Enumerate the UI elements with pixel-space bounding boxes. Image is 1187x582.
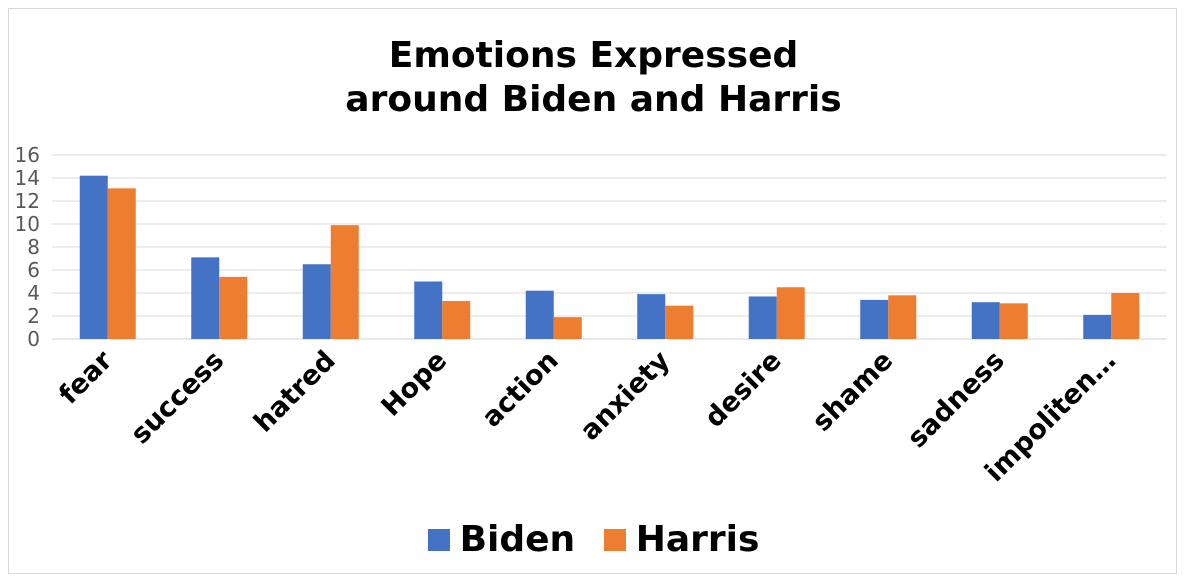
bar-biden (748, 296, 777, 339)
x-tick-label: success (125, 345, 230, 450)
legend-label-biden: Biden (459, 519, 576, 560)
bar-biden (79, 175, 108, 339)
bar-biden (971, 302, 1000, 339)
bar-biden (637, 294, 666, 339)
chart-title: Emotions Expressed around Biden and Harr… (0, 34, 1187, 122)
bar-harris (888, 295, 917, 339)
bar-harris (776, 287, 805, 339)
x-axis-ticks: fear success hatred Hope action anxiety desire… (53, 345, 1122, 488)
y-tick-label: 12 (15, 189, 40, 213)
y-tick-label: 2 (27, 304, 40, 328)
legend: Biden Harris (0, 518, 1187, 562)
legend-swatch-harris (603, 529, 626, 551)
bar-biden (1083, 314, 1112, 339)
bar-biden (191, 257, 220, 339)
y-tick-label: 0 (27, 327, 40, 351)
x-tick-label: sadness (902, 345, 1011, 454)
bar-harris (665, 305, 694, 339)
x-tick-label: anxiety (574, 345, 676, 447)
bar-harris (1111, 293, 1140, 339)
x-tick-label: Hope (376, 345, 454, 423)
y-tick-label: 16 (15, 143, 40, 167)
bar-harris (107, 188, 136, 339)
y-tick-label: 8 (27, 235, 40, 259)
legend-label-harris: Harris (635, 519, 760, 560)
chart-title-line-1: Emotions Expressed (388, 35, 799, 76)
bar-harris (219, 276, 248, 339)
x-tick-label: fear (53, 345, 119, 411)
legend-swatch-biden (427, 529, 450, 551)
bar-harris (330, 225, 359, 339)
bar-harris (999, 303, 1028, 339)
x-tick-label: action (476, 345, 565, 434)
x-tick-label: hatred (248, 345, 342, 439)
y-tick-label: 10 (15, 212, 40, 236)
bars (79, 175, 1140, 339)
y-tick-label: 14 (15, 166, 40, 190)
bar-harris (442, 301, 471, 339)
bar-biden (525, 290, 554, 339)
bar-biden (414, 281, 443, 339)
bar-biden (860, 299, 889, 339)
bar-harris (553, 317, 582, 339)
legend-item-harris: Harris (603, 518, 760, 562)
legend-item-biden: Biden (427, 518, 576, 562)
bar-biden (302, 264, 331, 339)
x-tick-label: shame (807, 345, 900, 438)
y-tick-label: 4 (27, 281, 40, 305)
x-tick-label: desire (699, 345, 788, 434)
y-tick-label: 6 (27, 258, 40, 282)
chart-title-line-2: around Biden and Harris (345, 79, 842, 120)
